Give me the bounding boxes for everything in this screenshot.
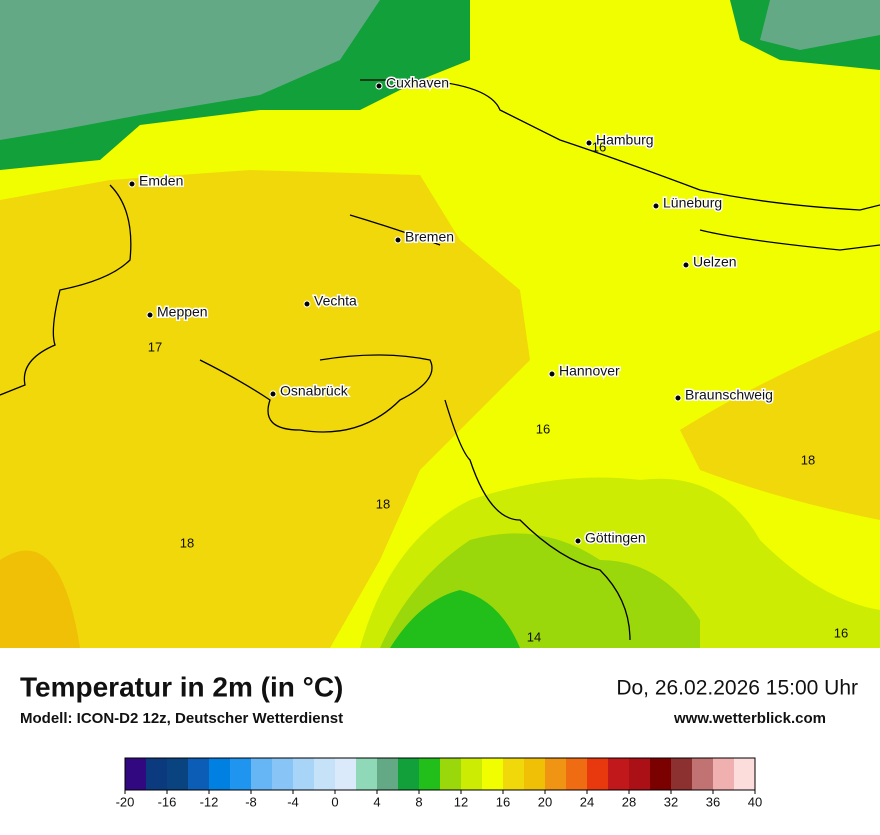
map-value: 16 bbox=[536, 421, 550, 436]
city-label: Hamburg bbox=[596, 132, 654, 148]
city-dot bbox=[682, 261, 690, 269]
map-value: 18 bbox=[376, 496, 390, 511]
city-label: Osnabrück bbox=[280, 383, 349, 399]
color-swatch bbox=[587, 758, 609, 790]
legend-frame bbox=[124, 757, 756, 791]
color-swatch bbox=[461, 758, 483, 790]
legend-tick-label: -12 bbox=[200, 794, 219, 809]
legend-tick-label: 8 bbox=[415, 794, 422, 809]
city-dot bbox=[585, 139, 593, 147]
color-swatch bbox=[629, 758, 651, 790]
color-swatch bbox=[167, 758, 189, 790]
border bbox=[360, 79, 880, 211]
map-value: 18 bbox=[180, 535, 194, 550]
warm-region bbox=[680, 330, 880, 520]
color-swatch bbox=[419, 758, 441, 790]
border bbox=[444, 229, 880, 641]
legend-tick-label: 28 bbox=[622, 794, 636, 809]
city-dot bbox=[375, 82, 383, 90]
city-dot bbox=[674, 394, 682, 402]
color-swatch bbox=[671, 758, 693, 790]
border bbox=[199, 214, 441, 433]
color-swatch bbox=[209, 758, 231, 790]
city-dot bbox=[394, 236, 402, 244]
color-swatch bbox=[440, 758, 462, 790]
color-swatch bbox=[314, 758, 336, 790]
color-swatch bbox=[545, 758, 567, 790]
color-swatch bbox=[482, 758, 504, 790]
color-swatch bbox=[272, 758, 294, 790]
city-dot bbox=[269, 390, 277, 398]
color-swatch bbox=[608, 758, 630, 790]
city-dot bbox=[146, 311, 154, 319]
color-swatch bbox=[125, 758, 147, 790]
map-value: 18 bbox=[801, 452, 815, 467]
color-swatch bbox=[692, 758, 714, 790]
city-label: Emden bbox=[139, 173, 183, 189]
color-swatch bbox=[293, 758, 315, 790]
color-swatch bbox=[377, 758, 399, 790]
city-label: Bremen bbox=[405, 229, 454, 245]
city-dot bbox=[303, 300, 311, 308]
city-label: Hannover bbox=[559, 363, 620, 379]
map-value: 14 bbox=[527, 629, 541, 644]
color-swatch bbox=[566, 758, 588, 790]
legend-tick-label: 4 bbox=[373, 794, 380, 809]
city-dot bbox=[574, 537, 582, 545]
sea bbox=[0, 0, 380, 140]
warm-region bbox=[0, 170, 530, 648]
city-dot bbox=[128, 180, 136, 188]
color-swatch bbox=[188, 758, 210, 790]
color-swatch bbox=[734, 758, 756, 790]
color-swatch bbox=[356, 758, 378, 790]
city-label: Vechta bbox=[314, 293, 357, 309]
color-swatch bbox=[650, 758, 672, 790]
legend-tick-label: 12 bbox=[454, 794, 468, 809]
legend-tick-label: 0 bbox=[331, 794, 338, 809]
color-swatch bbox=[251, 758, 273, 790]
legend-tick-label: 16 bbox=[496, 794, 510, 809]
color-swatch bbox=[335, 758, 357, 790]
city-dot bbox=[548, 370, 556, 378]
legend-tick-label: -16 bbox=[158, 794, 177, 809]
city-label: Lüneburg bbox=[663, 195, 722, 211]
title: Temperatur in 2m (in °C) bbox=[20, 671, 343, 702]
map bbox=[0, 0, 880, 648]
map-values: 16 17 16 18 18 18 14 16 bbox=[148, 139, 848, 644]
map-value: 16 bbox=[592, 139, 606, 154]
website: www.wetterblick.com bbox=[673, 710, 826, 727]
sea bbox=[760, 0, 880, 50]
color-legend: -20 -16 -12 -8 -4 0 4 8 12 16 20 24 28 32 36 40 bbox=[116, 757, 762, 809]
footer bbox=[0, 648, 880, 830]
color-swatch bbox=[230, 758, 252, 790]
legend-tick-label: 24 bbox=[580, 794, 594, 809]
color-swatch bbox=[503, 758, 525, 790]
city-labels: Cuxhaven Hamburg Emden Lüneburg Bremen Uelzen… bbox=[128, 73, 774, 547]
warm-region bbox=[0, 550, 80, 648]
legend-tick-label: 36 bbox=[706, 794, 720, 809]
border bbox=[0, 184, 132, 396]
map-value: 16 bbox=[834, 625, 848, 640]
color-swatch bbox=[398, 758, 420, 790]
legend-tick-label: -4 bbox=[287, 794, 299, 809]
color-swatch bbox=[146, 758, 168, 790]
legend-tick-label: 32 bbox=[664, 794, 678, 809]
city-dot bbox=[652, 202, 660, 210]
cool-region bbox=[390, 590, 520, 648]
legend-tick-label: 40 bbox=[748, 794, 762, 809]
model: Modell: ICON-D2 12z, Deutscher Wetterdie… bbox=[20, 710, 343, 727]
legend-tick-label: 20 bbox=[538, 794, 552, 809]
legend-tick-label: -20 bbox=[116, 794, 135, 809]
map-value: 17 bbox=[148, 339, 162, 354]
city-label: Göttingen bbox=[585, 530, 646, 546]
city-label: Cuxhaven bbox=[386, 75, 449, 91]
color-swatch bbox=[524, 758, 546, 790]
color-swatch bbox=[713, 758, 735, 790]
date: Do, 26.02.2026 15:00 Uhr bbox=[616, 677, 858, 700]
legend-tick-label: -8 bbox=[245, 794, 257, 809]
city-label: Meppen bbox=[157, 304, 208, 320]
city-label: Braunschweig bbox=[685, 387, 773, 403]
city-label: Uelzen bbox=[693, 254, 737, 270]
